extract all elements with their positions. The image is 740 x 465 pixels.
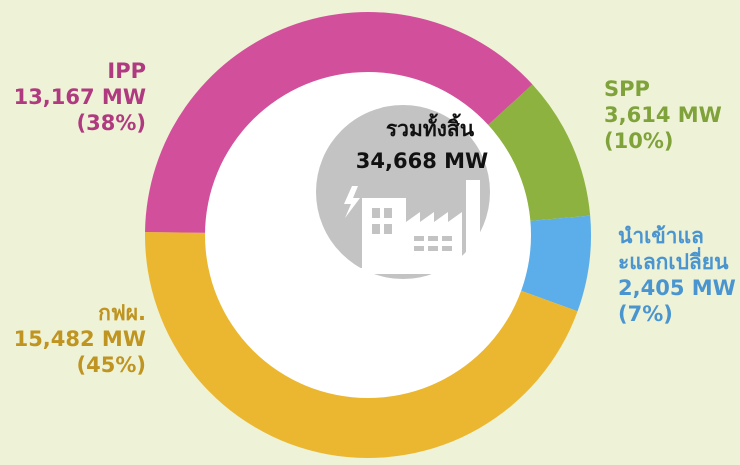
value-label: 13,167 MW [14, 85, 146, 109]
category-label: นำเข้าและแลกเปลี่ยน [618, 224, 729, 274]
category-label: SPP [604, 77, 650, 101]
value-label: 15,482 MW [14, 327, 146, 351]
category-label: IPP [107, 59, 146, 83]
category-label-line: ะแลกเปลี่ยน [618, 246, 729, 274]
category-label: กฟผ. [98, 301, 146, 325]
category-label-line: นำเข้าแล [618, 224, 704, 248]
factory-icon [344, 180, 492, 274]
value-label: 2,405 MW [618, 276, 736, 300]
center-title: รวมทั้งสิ้น [386, 113, 475, 141]
value-label: 3,614 MW [604, 103, 722, 127]
percent-label: (7%) [618, 302, 673, 326]
percent-label: (38%) [77, 111, 146, 135]
center-total: 34,668 MW [356, 149, 488, 173]
percent-label: (45%) [77, 353, 146, 377]
percent-label: (10%) [604, 129, 673, 153]
